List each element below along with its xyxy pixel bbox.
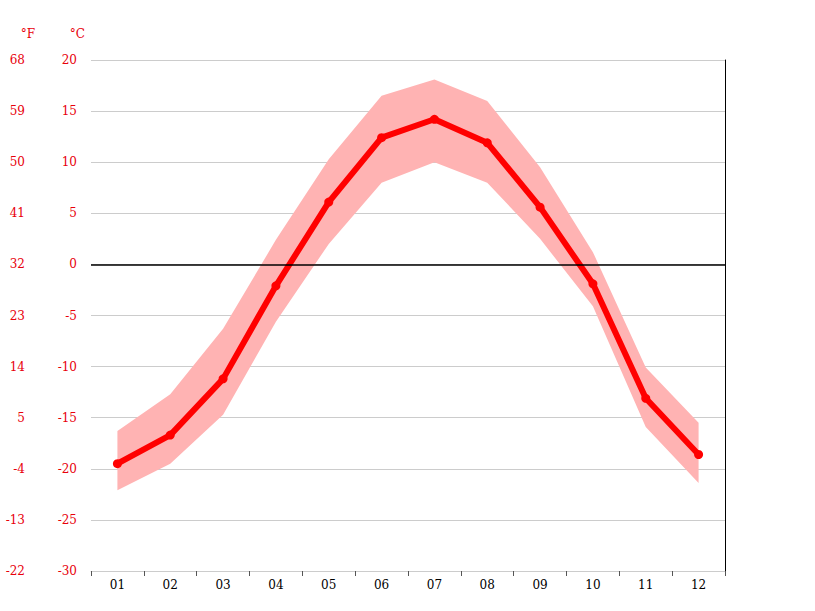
svg-text:41: 41: [10, 206, 25, 220]
svg-text:10: 10: [62, 155, 77, 169]
svg-text:59: 59: [10, 104, 25, 118]
svg-text:08: 08: [480, 578, 495, 592]
svg-text:68: 68: [10, 53, 25, 67]
svg-text:-5: -5: [65, 309, 77, 323]
svg-text:-22: -22: [6, 564, 25, 578]
svg-text:07: 07: [427, 578, 442, 592]
svg-text:5: 5: [17, 411, 25, 425]
svg-text:-15: -15: [58, 411, 77, 425]
svg-text:5: 5: [69, 206, 77, 220]
svg-text:-20: -20: [58, 462, 77, 476]
svg-text:09: 09: [532, 578, 547, 592]
svg-text:15: 15: [62, 104, 77, 118]
svg-text:14: 14: [10, 360, 26, 374]
svg-text:-4: -4: [13, 462, 25, 476]
svg-text:12: 12: [691, 578, 706, 592]
svg-text:50: 50: [10, 155, 25, 169]
svg-text:04: 04: [268, 578, 284, 592]
svg-text:0: 0: [69, 257, 77, 271]
svg-text:02: 02: [163, 578, 178, 592]
svg-text:10: 10: [585, 578, 600, 592]
svg-text:-30: -30: [58, 564, 77, 578]
svg-text:°F: °F: [21, 27, 35, 41]
svg-text:23: 23: [10, 309, 25, 323]
svg-text:°C: °C: [70, 27, 85, 41]
svg-text:-10: -10: [58, 360, 77, 374]
svg-text:32: 32: [10, 257, 25, 271]
svg-text:11: 11: [638, 578, 653, 592]
svg-text:05: 05: [321, 578, 336, 592]
svg-text:-25: -25: [58, 513, 77, 527]
svg-text:03: 03: [215, 578, 230, 592]
svg-text:-13: -13: [6, 513, 25, 527]
svg-text:20: 20: [62, 53, 77, 67]
svg-text:01: 01: [110, 578, 125, 592]
svg-text:06: 06: [374, 578, 389, 592]
